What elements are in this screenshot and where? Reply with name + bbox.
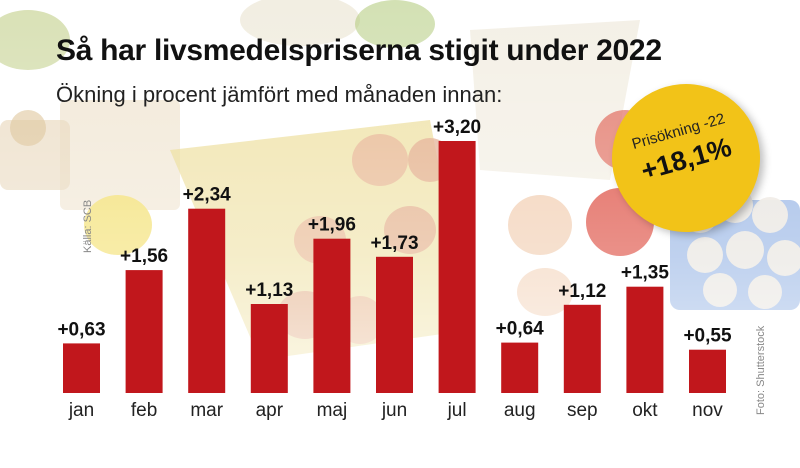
category-label-sep: sep: [567, 400, 598, 421]
photo-credit: Foto: Shutterstock: [755, 325, 767, 415]
source-credit: Källa: SCB: [82, 199, 94, 253]
value-label-apr: +1,13: [245, 280, 293, 301]
category-label-nov: nov: [692, 400, 723, 421]
category-label-apr: apr: [256, 400, 284, 421]
bar-jun: [376, 256, 413, 393]
category-label-jun: jun: [381, 400, 407, 421]
bar-maj: [313, 238, 351, 393]
bar-mar: [188, 208, 226, 393]
bar-okt: [626, 286, 664, 393]
category-label-jul: jul: [447, 400, 467, 421]
category-label-mar: mar: [190, 400, 223, 421]
value-label-mar: +2,34: [183, 185, 232, 206]
chart-title: Så har livsmedelspriserna stigit under 2…: [56, 34, 662, 67]
value-label-sep: +1,12: [558, 281, 606, 302]
value-label-jul: +3,20: [433, 117, 481, 138]
category-label-okt: okt: [632, 400, 658, 421]
category-label-feb: feb: [131, 400, 157, 421]
value-label-okt: +1,35: [621, 263, 670, 284]
bar-aug: [501, 342, 539, 393]
bar-nov: [689, 349, 726, 393]
chart-subtitle: Ökning i procent jämfört med månaden inn…: [56, 82, 503, 107]
bar-jan: [63, 343, 100, 393]
bar-sep: [563, 304, 601, 393]
value-label-aug: +0,64: [496, 319, 545, 340]
category-label-jan: jan: [68, 400, 94, 421]
bar-feb: [125, 270, 163, 393]
value-label-feb: +1,56: [120, 246, 168, 267]
bar-jul: [438, 141, 476, 393]
value-label-maj: +1,96: [308, 215, 356, 236]
value-label-nov: +0,55: [683, 326, 732, 347]
category-label-maj: maj: [317, 400, 348, 421]
value-label-jan: +0,63: [57, 319, 105, 340]
bar-apr: [250, 304, 288, 393]
value-label-jun: +1,73: [370, 233, 418, 254]
category-label-aug: aug: [504, 400, 536, 421]
